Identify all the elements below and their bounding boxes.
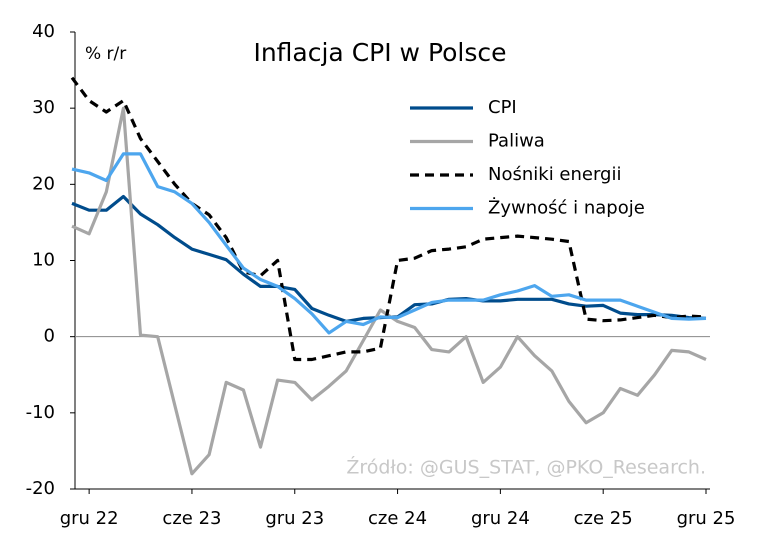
x-tick-label: gru 25: [677, 508, 736, 529]
source-note: Źródło: @GUS_STAT, @PKO_Research.: [346, 456, 706, 479]
y-tick-label: 30: [32, 97, 55, 118]
y-axis-label: % r/r: [85, 44, 126, 64]
x-tick-label: cze 23: [162, 508, 221, 529]
x-tick-label: gru 24: [471, 508, 530, 529]
x-tick-label: gru 22: [60, 508, 119, 529]
y-tick-label: 10: [32, 250, 55, 271]
y-tick-label: -10: [26, 402, 55, 423]
series-line: [70, 76, 707, 362]
x-tick-label: cze 24: [368, 508, 427, 529]
legend-label: Nośniki energii: [488, 164, 621, 185]
y-tick-label: -20: [26, 478, 55, 499]
legend-label: Paliwa: [488, 131, 545, 152]
y-tick-label: 40: [32, 21, 55, 42]
legend-label: CPI: [488, 97, 517, 118]
x-tick-label: cze 25: [574, 508, 633, 529]
x-tick-label: gru 23: [265, 508, 324, 529]
y-tick-label: 0: [44, 326, 55, 347]
series-line: [71, 152, 707, 335]
y-tick-label: 20: [32, 173, 55, 194]
legend-label: Żywność i napoje: [488, 198, 645, 219]
chart-title: Inflacja CPI w Polsce: [253, 38, 506, 67]
